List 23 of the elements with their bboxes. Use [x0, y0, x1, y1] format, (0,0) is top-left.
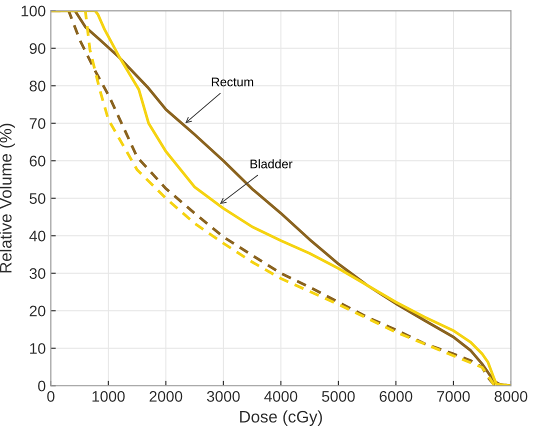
- y-tick-label: 10: [30, 343, 46, 354]
- x-tick-label: 0: [47, 391, 54, 402]
- x-tick-label: 2000: [150, 391, 182, 402]
- x-tick-label: 7000: [437, 391, 470, 402]
- y-tick-label: 0: [38, 380, 46, 392]
- x-tick-label: 5000: [322, 391, 355, 402]
- y-tick-label: 50: [30, 193, 46, 204]
- x-tick-label: 4000: [264, 391, 298, 402]
- y-tick-label: 70: [30, 118, 46, 129]
- y-tick-label: 30: [30, 268, 46, 279]
- y-tick-label: 60: [30, 156, 46, 166]
- x-tick-label: 1000: [92, 391, 125, 402]
- y-tick-label: 80: [30, 80, 46, 92]
- x-tick-label: 6000: [380, 391, 412, 402]
- annotation: Rectum: [212, 78, 254, 86]
- y-tick-label: 90: [30, 43, 46, 54]
- y-tick-label: 100: [22, 6, 46, 16]
- x-axis-title: Dose (cGy): [240, 410, 322, 426]
- x-tick-label: 3000: [206, 391, 240, 402]
- y-tick-label: 40: [29, 230, 46, 242]
- annotation: Bladder: [250, 159, 292, 168]
- x-tick-label: 8000: [494, 391, 528, 402]
- y-tick-label: 20: [30, 306, 46, 316]
